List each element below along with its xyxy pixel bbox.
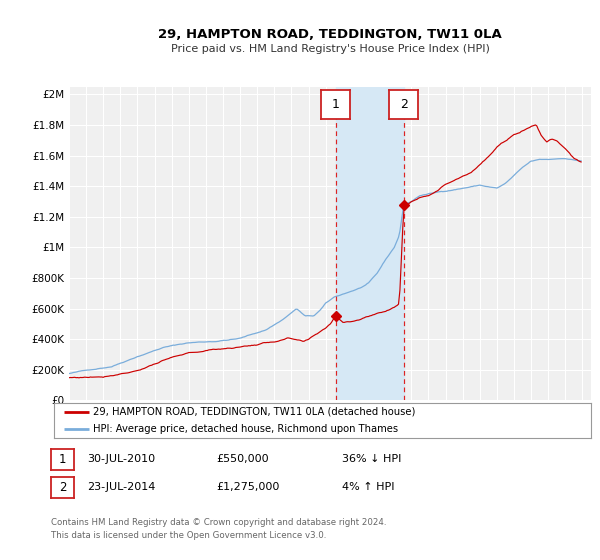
Text: HPI: Average price, detached house, Richmond upon Thames: HPI: Average price, detached house, Rich…	[92, 424, 398, 434]
Text: 4% ↑ HPI: 4% ↑ HPI	[342, 482, 395, 492]
Text: Contains HM Land Registry data © Crown copyright and database right 2024.
This d: Contains HM Land Registry data © Crown c…	[51, 519, 386, 540]
Text: 2: 2	[400, 97, 408, 111]
Text: 2: 2	[59, 481, 66, 494]
Text: £550,000: £550,000	[216, 454, 269, 464]
Text: 23-JUL-2014: 23-JUL-2014	[87, 482, 155, 492]
Text: 1: 1	[59, 453, 66, 466]
Text: 29, HAMPTON ROAD, TEDDINGTON, TW11 0LA: 29, HAMPTON ROAD, TEDDINGTON, TW11 0LA	[158, 28, 502, 41]
Text: 36% ↓ HPI: 36% ↓ HPI	[342, 454, 401, 464]
Text: 1: 1	[332, 97, 340, 111]
Bar	[335, 87, 404, 400]
Text: 30-JUL-2010: 30-JUL-2010	[87, 454, 155, 464]
Text: Price paid vs. HM Land Registry's House Price Index (HPI): Price paid vs. HM Land Registry's House …	[170, 44, 490, 54]
Text: 29, HAMPTON ROAD, TEDDINGTON, TW11 0LA (detached house): 29, HAMPTON ROAD, TEDDINGTON, TW11 0LA (…	[92, 407, 415, 417]
Text: £1,275,000: £1,275,000	[216, 482, 280, 492]
